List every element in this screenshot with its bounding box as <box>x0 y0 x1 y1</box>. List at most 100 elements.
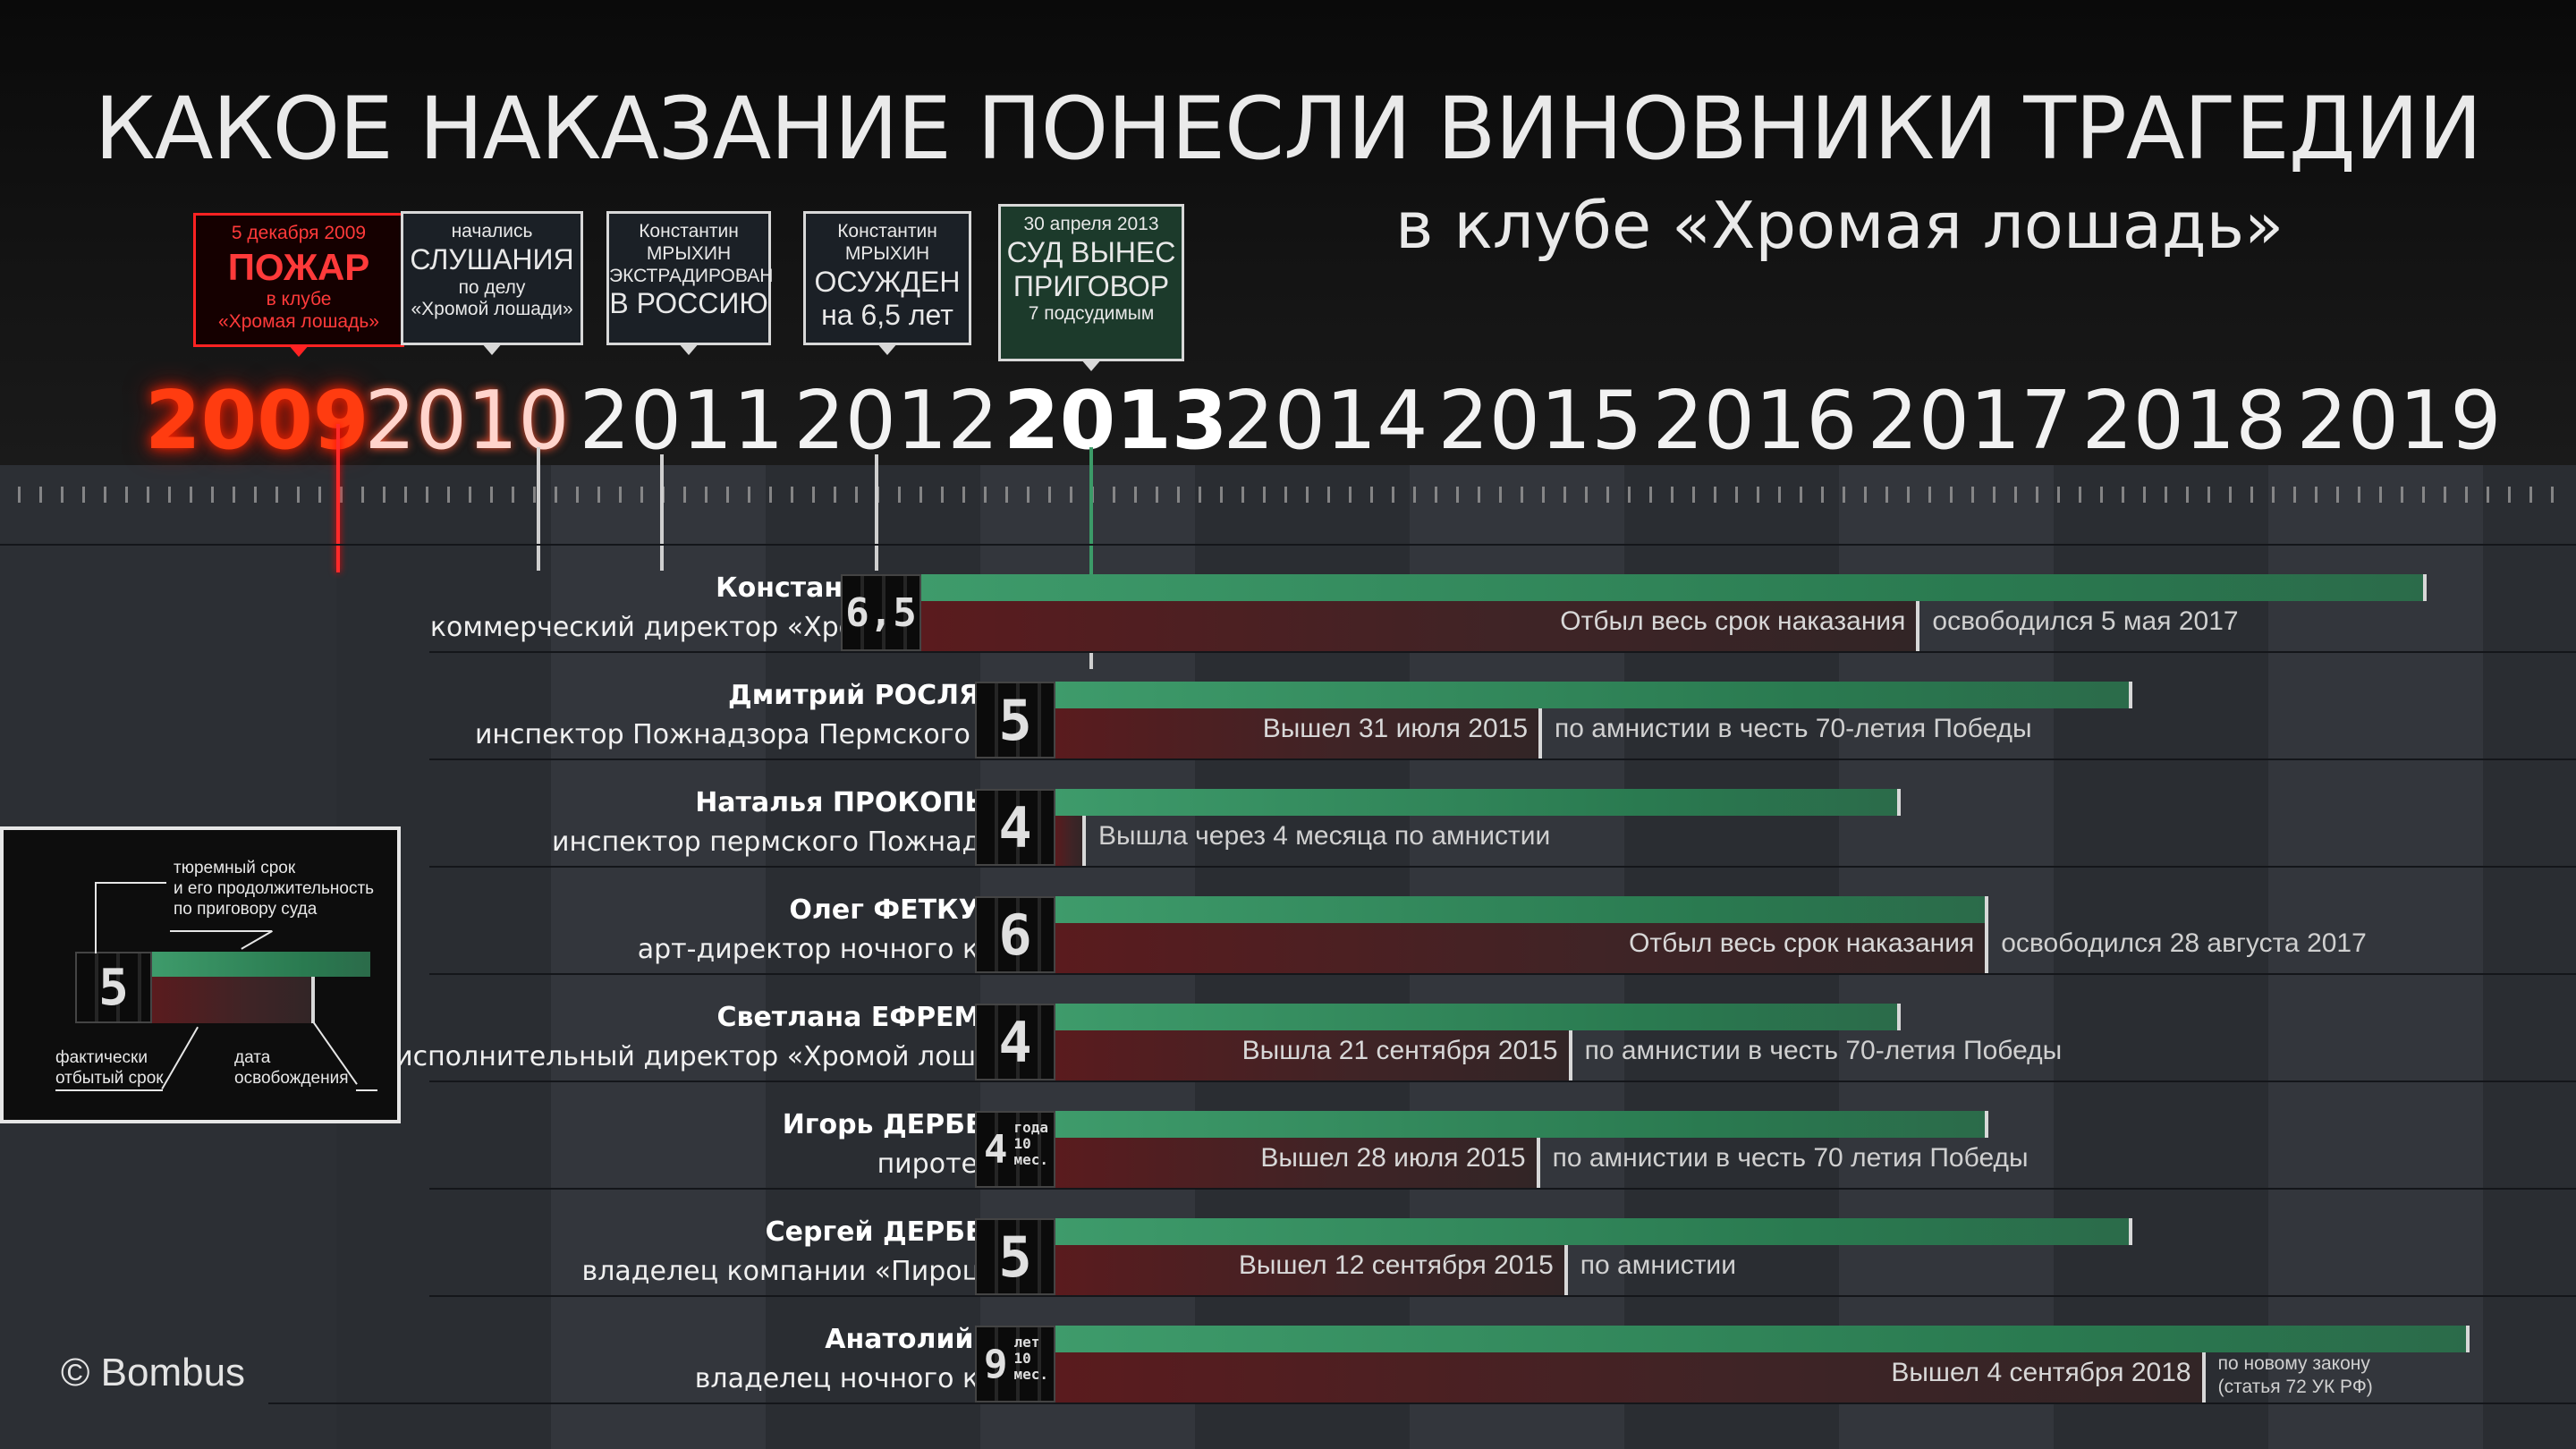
badge-years: 4 <box>998 795 1032 860</box>
year-label: 2012 <box>793 374 999 468</box>
event-small-text: начались <box>451 221 533 242</box>
badge-years: 6,5 <box>845 590 917 636</box>
row-separator <box>429 1080 2576 1082</box>
served-text: Вышел 12 сентября 2015 <box>1238 1250 1554 1280</box>
release-mark <box>1536 1138 1540 1188</box>
sentence-badge: 5 <box>975 682 1055 758</box>
badge-months: лет 10 мес. <box>1013 1334 1048 1383</box>
row-separator <box>429 866 2576 868</box>
badge-years: 4 <box>998 1010 1032 1075</box>
pointer-line <box>660 454 664 571</box>
release-note: по амнистии в честь 70-летия Победы <box>1584 1036 2063 1065</box>
sentence-bar <box>1055 789 1897 816</box>
event-small-text: 30 апреля 2013 <box>1023 214 1159 234</box>
sentence-badge: 6,5 <box>841 574 921 651</box>
person-role: инспектор пермского Пожнадзора <box>552 826 1045 858</box>
served-bar <box>1055 1030 1569 1080</box>
legend-release-label: дата освобождения <box>234 1048 349 1088</box>
year-label: 2018 <box>2081 374 2287 468</box>
badge-years: 5 <box>998 688 1032 753</box>
legend-served-bar <box>152 977 311 1023</box>
event-big-text: В РОССИЮ <box>609 287 768 320</box>
sentence-bar <box>1055 1004 1897 1030</box>
year-label: 2011 <box>579 374 784 468</box>
row-separator <box>268 1402 2576 1404</box>
legend-served-label: фактически отбытый срок <box>55 1048 164 1088</box>
year-label: 2013 <box>1004 374 1228 468</box>
sentence-end-mark <box>2129 682 2132 708</box>
badge-years: 6 <box>998 902 1032 968</box>
legend-term-label: тюремный срок и его продолжительность по… <box>174 859 375 919</box>
event-small-text: в клубе «Хромая лошадь» <box>218 289 379 333</box>
served-text: Отбыл весь срок наказания <box>1560 606 1906 636</box>
timeline-ticks <box>18 487 2558 503</box>
event-callout: начались СЛУШАНИЯ по делу «Хромой лошади» <box>401 211 583 355</box>
row-separator <box>429 758 2576 760</box>
person-role: владелец компании «Пироцвет» <box>581 1256 1045 1287</box>
served-bar <box>1055 708 1538 758</box>
release-mark <box>1985 923 1989 973</box>
pointer-line <box>875 454 878 571</box>
event-big-text: ПОЖАР <box>227 245 370 288</box>
sentence-end-mark <box>1896 1004 1901 1030</box>
sentence-badge: 4 <box>975 789 1055 866</box>
release-mark <box>1082 816 1086 866</box>
year-label: 2014 <box>1223 374 1428 468</box>
badge-years: 4 <box>984 1127 1008 1173</box>
release-note: по амнистии <box>1580 1250 1736 1280</box>
row-separator <box>429 1188 2576 1190</box>
pointer-line <box>537 447 540 571</box>
sentence-bar <box>1055 1111 1986 1138</box>
legend-badge: 5 <box>75 952 152 1023</box>
event-small-text: по делу «Хромой лошади» <box>411 276 573 320</box>
sentence-badge: 5 <box>975 1218 1055 1295</box>
badge-months: года 10 мес. <box>1013 1119 1048 1168</box>
sentence-bar <box>1055 1326 2466 1352</box>
sentence-badge: 4 года 10 мес. <box>975 1111 1055 1188</box>
legend-box: тюремный срок и его продолжительность по… <box>0 826 401 1123</box>
release-mark <box>1568 1030 1572 1080</box>
event-big-text: ОСУЖДЕН на 6,5 лет <box>814 265 961 332</box>
sentence-bar <box>1055 896 1986 923</box>
pointer-line <box>1089 649 1093 669</box>
sentence-end-mark <box>2129 1218 2132 1245</box>
sentence-bar <box>1055 1218 2129 1245</box>
sentence-end-mark <box>1896 789 1901 816</box>
sentence-end-mark <box>2422 574 2427 601</box>
legend-line <box>161 1026 199 1089</box>
year-label: 2017 <box>1867 374 2072 468</box>
page-title: КАКОЕ НАКАЗАНИЕ ПОНЕСЛИ ВИНОВНИКИ ТРАГЕД… <box>94 79 2483 179</box>
served-text: Вышла 21 сентября 2015 <box>1241 1036 1558 1065</box>
served-bar <box>921 601 1917 651</box>
event-small-text: 7 подсудимым <box>1028 303 1155 325</box>
sentence-bar <box>1055 682 2129 708</box>
event-big-text: СУД ВЫНЕС ПРИГОВОР <box>1006 235 1176 302</box>
badge-years: 5 <box>998 1224 1032 1290</box>
sentence-badge: 6 <box>975 896 1055 973</box>
sentence-end-mark <box>2465 1326 2470 1352</box>
person-role: инспектор Пожнадзора Пермского края <box>474 719 1045 750</box>
year-label: 2015 <box>1437 374 1643 468</box>
release-mark <box>1538 708 1542 758</box>
release-mark <box>2201 1352 2206 1402</box>
row-separator <box>429 651 2576 653</box>
sentence-badge: 4 <box>975 1004 1055 1080</box>
badge-years: 9 <box>984 1342 1008 1387</box>
event-big-text: СЛУШАНИЯ <box>410 242 574 275</box>
row-separator <box>429 973 2576 975</box>
release-note: освободился 5 мая 2017 <box>1932 606 2239 636</box>
release-note: по амнистии в честь 70-летия Победы <box>1555 714 2032 743</box>
year-label: 2009 <box>145 374 369 468</box>
event-small-text: Константин МРЫХИН <box>837 221 937 264</box>
page-subtitle: в клубе «Хромая лошадь» <box>1395 188 2284 263</box>
served-text: Вышел 31 июля 2015 <box>1262 714 1528 743</box>
event-callout: Константин МРЫХИН ОСУЖДЕН на 6,5 лет <box>803 211 971 355</box>
served-text: Отбыл весь срок наказания <box>1629 928 1975 958</box>
copyright: © Bombus <box>61 1351 246 1394</box>
year-label: 2019 <box>2296 374 2502 468</box>
year-stripe <box>2483 465 2576 1449</box>
legend-release-mark <box>311 977 315 1023</box>
row-separator <box>0 544 2576 546</box>
release-note: по амнистии в честь 70 летия Победы <box>1552 1143 2029 1173</box>
served-bar <box>1055 1138 1537 1188</box>
